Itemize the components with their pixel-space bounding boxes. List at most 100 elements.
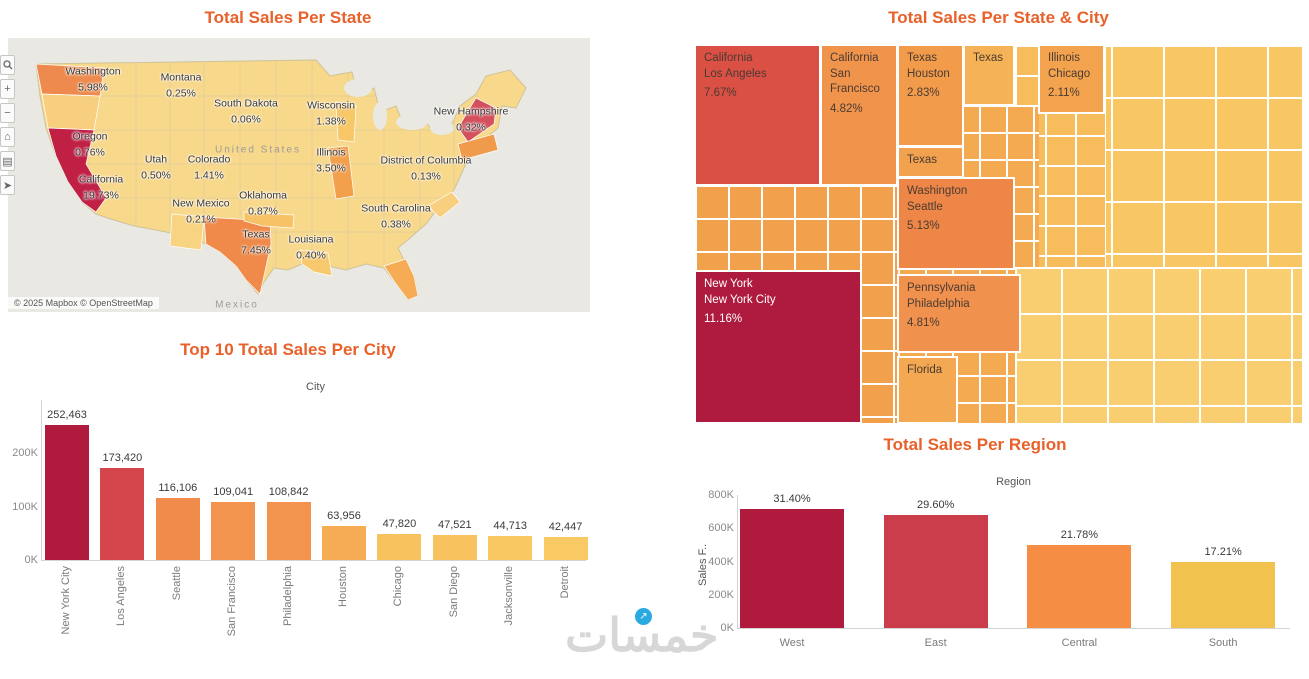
pan-icon[interactable]: ➤ xyxy=(0,175,15,195)
bar-category-label: New York City xyxy=(60,566,72,635)
bar-central[interactable] xyxy=(1027,545,1132,628)
city-chart-title: Top 10 Total Sales Per City xyxy=(180,340,396,359)
treemap-tile-new-york-city[interactable]: New York New York City 11.16% xyxy=(695,270,862,423)
tile-value-label: 4.82% xyxy=(830,102,863,115)
bar-value-label: 31.40% xyxy=(773,492,811,505)
tile-value-label: 2.83% xyxy=(907,87,940,100)
us-sales-map[interactable]: Washington 5.98% Montana 0.25% Oregon 0.76% So… xyxy=(8,38,590,312)
treemap-tile-seattle[interactable]: Washington Seattle 5.13% xyxy=(897,177,1015,270)
bar-west[interactable] xyxy=(740,508,844,628)
tile-value-label: 5.13% xyxy=(907,220,940,233)
state-shape-wisconsin[interactable] xyxy=(335,101,357,143)
bar-value-label: 173,420 xyxy=(102,451,143,464)
tile-value-label: 7.67% xyxy=(704,87,737,100)
y-tick-label: 200K xyxy=(12,447,38,460)
bar-value-label: 108,842 xyxy=(268,485,309,498)
y-tick-label: 200K xyxy=(708,588,734,601)
bar-los-angeles[interactable] xyxy=(100,467,145,560)
treemap-tile-chicago[interactable]: Illinois Chicago 2.11% xyxy=(1038,45,1105,114)
tile-state-label: California xyxy=(830,52,879,64)
bar-category-label: Seattle xyxy=(170,566,183,601)
bar-east[interactable] xyxy=(883,515,988,628)
bar-category-label: Houston xyxy=(337,566,349,607)
treemap-tile-florida[interactable]: Florida xyxy=(897,356,958,423)
us-map-graphic xyxy=(35,59,527,301)
tile-value-label: 2.11% xyxy=(1048,87,1080,100)
home-icon[interactable]: ⌂ xyxy=(0,127,15,147)
bar-category-label: Los Angeles xyxy=(115,566,128,626)
treemap-title: Total Sales Per State & City xyxy=(888,8,1109,27)
bar-category-label: West xyxy=(779,637,805,649)
bar-chicago[interactable] xyxy=(377,534,422,560)
state-shape-south-carolina[interactable] xyxy=(427,191,461,219)
tile-state-label: Washington xyxy=(907,185,968,197)
state-shape-oklahoma[interactable] xyxy=(243,211,295,229)
state-shape-louisiana[interactable] xyxy=(299,249,333,277)
bar-category-label: Jacksonville xyxy=(503,566,516,626)
y-tick-label: 100K xyxy=(12,500,38,513)
y-tick-label: 0K xyxy=(720,622,734,634)
bar-value-label: 116,106 xyxy=(158,482,198,495)
bar-value-label: 17.21% xyxy=(1204,546,1242,559)
zoom-in-icon[interactable]: + xyxy=(0,79,15,99)
bar-category-label: East xyxy=(924,637,947,649)
bar-category-label: San Diego xyxy=(447,566,460,618)
region-axis-top-label: Region xyxy=(996,476,1031,488)
tile-state-label: California xyxy=(704,52,753,64)
bar-philadelphia[interactable] xyxy=(266,501,311,560)
tile-state-label: Illinois xyxy=(1048,52,1080,64)
state-shape-florida[interactable] xyxy=(383,258,419,301)
zoom-out-icon[interactable]: − xyxy=(0,103,15,123)
bar-category-label: San Francisco xyxy=(226,566,239,637)
search-icon[interactable] xyxy=(0,55,15,75)
bar-san-francisco[interactable] xyxy=(211,501,256,560)
y-tick-label: 0K xyxy=(24,554,38,566)
layers-icon[interactable]: ▤ xyxy=(0,151,15,171)
great-lakes xyxy=(344,79,454,135)
x-axis-line xyxy=(41,560,586,561)
treemap-tile-houston[interactable]: Texas Houston 2.83% xyxy=(897,45,964,147)
treemap-tile-philadelphia[interactable]: Pennsylvania Philadelphia 4.81% xyxy=(897,274,1021,353)
bar-seattle[interactable] xyxy=(155,498,200,560)
bar-jacksonville[interactable] xyxy=(488,536,533,560)
bar-value-label: 47,521 xyxy=(437,518,472,531)
state-shape-oregon[interactable] xyxy=(41,93,101,131)
treemap-filler xyxy=(1015,267,1302,423)
state-shape-pennsylvania[interactable] xyxy=(457,133,499,161)
x-axis-line xyxy=(737,628,1290,629)
region-bar-chart: Region Sales F.. 0K 200K 400K 600K 800K 31.40… xyxy=(695,470,1302,679)
bar-new-york-city[interactable] xyxy=(45,425,89,560)
bar-detroit[interactable] xyxy=(543,537,588,560)
watermark-badge-icon: ↗ xyxy=(635,608,652,625)
state-city-treemap: California Los Angeles 7.67% California San … xyxy=(695,45,1302,423)
tile-city-label: Los Angeles xyxy=(704,67,767,80)
treemap-tile-san-francisco[interactable]: California San Francisco 4.82% xyxy=(820,45,898,186)
bar-san-diego[interactable] xyxy=(432,534,477,560)
bar-houston[interactable] xyxy=(322,525,366,560)
map-attribution: © 2025 Mapbox © OpenStreetMap xyxy=(8,297,159,309)
state-shape-illinois[interactable] xyxy=(327,145,355,200)
city-axis-top-label: City xyxy=(306,381,325,393)
bar-category-label: South xyxy=(1208,637,1238,649)
state-shape-washington[interactable] xyxy=(35,63,105,97)
y-tick-label: 600K xyxy=(708,522,734,535)
bar-value-label: 63,956 xyxy=(327,509,361,522)
map-title: Total Sales Per State xyxy=(204,8,372,27)
state-shape-new-mexico[interactable] xyxy=(169,213,205,251)
bar-value-label: 29.60% xyxy=(917,499,955,512)
bar-value-label: 42,447 xyxy=(548,521,583,534)
bar-category-label: Chicago xyxy=(392,566,405,607)
y-axis-line xyxy=(737,495,738,628)
y-tick-label: 800K xyxy=(708,489,734,501)
treemap-tile-texas[interactable]: Texas xyxy=(897,146,964,178)
bar-south[interactable] xyxy=(1171,562,1276,628)
state-shape-california[interactable] xyxy=(47,127,107,213)
bar-value-label: 109,041 xyxy=(213,485,254,498)
bar-category-label: Philadelphia xyxy=(281,566,294,626)
state-shape-new-york[interactable] xyxy=(457,97,497,143)
tile-state-label: Texas xyxy=(907,52,938,64)
treemap-tile-texas[interactable]: Texas xyxy=(963,45,1015,106)
treemap-tile-los-angeles[interactable]: California Los Angeles 7.67% xyxy=(695,45,821,186)
state-shape-texas[interactable] xyxy=(203,216,272,295)
bar-category-label: Detroit xyxy=(558,566,571,599)
